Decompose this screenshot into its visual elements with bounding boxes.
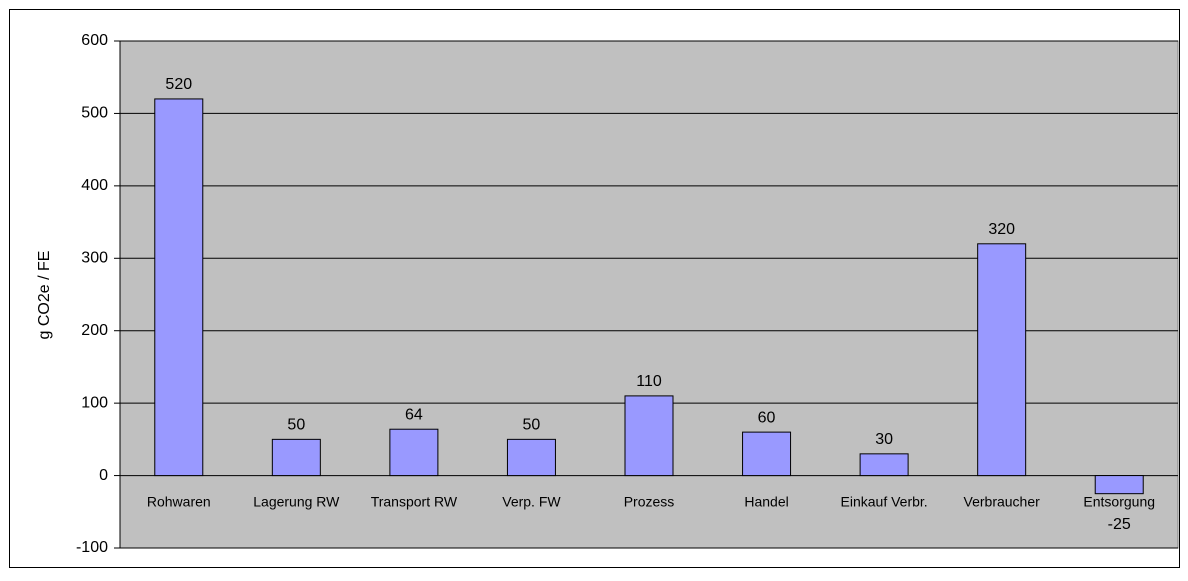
bar bbox=[977, 243, 1027, 477]
x-tick-label: Entsorgung bbox=[1083, 493, 1155, 509]
y-tick-label: 300 bbox=[81, 250, 108, 267]
data-label: 50 bbox=[287, 417, 305, 434]
x-tick-label: Transport RW bbox=[371, 493, 458, 509]
bar bbox=[389, 428, 439, 477]
y-tick-label: 0 bbox=[99, 467, 108, 484]
bar bbox=[1094, 475, 1144, 495]
x-tick-label: Verbraucher bbox=[964, 493, 1041, 509]
data-label: 30 bbox=[875, 431, 893, 448]
x-tick-label: Prozess bbox=[624, 493, 675, 509]
y-axis-label: g CO2e / FE bbox=[36, 251, 53, 340]
y-tick-label: 400 bbox=[81, 177, 108, 194]
x-tick-label: Handel bbox=[744, 493, 788, 509]
x-tick-label: Verp. FW bbox=[502, 493, 561, 509]
x-tick-label: Rohwaren bbox=[147, 493, 211, 509]
data-label: 110 bbox=[636, 373, 662, 390]
data-label: 50 bbox=[523, 417, 541, 434]
data-label: -25 bbox=[1108, 516, 1131, 533]
bar bbox=[506, 438, 556, 477]
y-tick-label: 500 bbox=[81, 105, 108, 122]
y-tick-label: 100 bbox=[81, 394, 108, 411]
bar bbox=[624, 395, 674, 477]
x-tick-label: Lagerung RW bbox=[253, 493, 340, 509]
bar bbox=[154, 98, 204, 477]
y-tick-label: 200 bbox=[81, 322, 108, 339]
bar bbox=[271, 438, 321, 477]
bar bbox=[859, 453, 909, 477]
data-label: 60 bbox=[758, 409, 776, 426]
data-label: 520 bbox=[165, 76, 192, 93]
bar bbox=[742, 431, 792, 477]
y-tick-label: 600 bbox=[81, 32, 108, 49]
data-label: 320 bbox=[988, 221, 1015, 238]
data-label: 64 bbox=[405, 406, 423, 423]
y-tick-label: -100 bbox=[76, 539, 108, 556]
x-tick-label: Einkauf Verbr. bbox=[841, 493, 928, 509]
